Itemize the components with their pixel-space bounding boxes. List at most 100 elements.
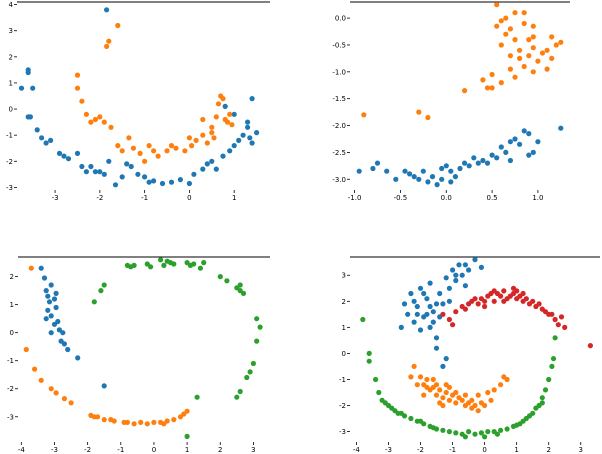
y-tick-label: 4 <box>9 1 14 9</box>
data-point <box>475 392 481 398</box>
data-point <box>539 400 545 406</box>
data-point <box>421 290 427 297</box>
data-point <box>74 72 81 78</box>
data-point <box>472 257 478 263</box>
data-point <box>466 267 472 273</box>
x-tick-label: -3 <box>385 446 392 454</box>
subplot-bottom-right: -4 -3 -2 -1 0 1 2 3 3 2 1 0 -1 -2 -3 <box>339 256 600 454</box>
data-point <box>401 413 408 419</box>
data-point <box>446 429 452 435</box>
data-point <box>448 168 454 174</box>
data-point <box>74 85 81 91</box>
x-tick-label: 3 <box>579 446 583 454</box>
data-point <box>168 179 175 185</box>
data-point <box>146 143 152 149</box>
y-tick-label: -0.5 <box>332 41 346 49</box>
x-tick-label: 3 <box>251 446 255 454</box>
data-point <box>237 282 243 288</box>
y-tick-label: 2 <box>10 273 14 281</box>
data-point <box>443 389 449 396</box>
data-point <box>452 174 458 180</box>
data-point <box>425 179 431 185</box>
data-point <box>108 417 114 423</box>
data-point <box>530 45 536 51</box>
x-tick-label: 1 <box>232 194 236 202</box>
data-point <box>65 156 72 162</box>
data-point <box>539 50 546 56</box>
data-point <box>213 114 219 120</box>
data-point <box>361 112 367 118</box>
data-point <box>43 140 49 146</box>
data-point <box>414 382 420 388</box>
data-point <box>420 168 426 174</box>
data-point <box>456 262 462 268</box>
data-point <box>544 66 550 72</box>
data-point <box>504 376 510 383</box>
data-point <box>374 160 381 166</box>
data-point <box>168 143 175 149</box>
data-point <box>398 324 404 330</box>
data-point <box>475 408 481 414</box>
data-point <box>433 392 440 398</box>
data-point <box>494 2 500 8</box>
data-point <box>462 434 468 440</box>
data-point <box>65 346 71 353</box>
data-point <box>193 137 199 143</box>
y-tick-label: 2 <box>9 53 13 61</box>
data-point <box>424 384 430 390</box>
data-point <box>526 37 532 43</box>
data-point <box>101 171 107 177</box>
data-point <box>552 316 558 323</box>
x-tick-label: 1.0 <box>532 194 543 202</box>
data-point <box>514 422 520 428</box>
series-0 <box>356 125 564 188</box>
x-tick-label: -1 <box>449 446 456 454</box>
data-point <box>440 427 446 433</box>
data-point <box>79 163 85 170</box>
data-point <box>60 330 66 336</box>
data-point <box>366 350 372 356</box>
data-point <box>530 298 536 304</box>
data-point <box>257 324 263 330</box>
data-point <box>101 383 107 389</box>
data-point <box>97 169 103 175</box>
x-tick-label: -3 <box>52 194 59 202</box>
data-point <box>553 42 559 48</box>
data-point <box>472 296 478 302</box>
x-tick-label: -1 <box>141 194 148 202</box>
x-tick-label: -4 <box>353 446 361 454</box>
data-point <box>494 431 500 437</box>
data-point <box>53 290 59 296</box>
data-point <box>417 374 424 380</box>
data-point <box>204 140 210 146</box>
data-point <box>503 31 509 37</box>
data-point <box>131 262 137 268</box>
data-point <box>485 389 491 396</box>
data-point <box>370 165 376 172</box>
data-point <box>521 10 527 16</box>
data-point <box>425 114 431 121</box>
data-point <box>382 400 388 406</box>
data-point <box>530 69 536 75</box>
x-tick-label: 0.0 <box>441 194 452 202</box>
data-point <box>466 163 472 169</box>
data-point <box>45 293 51 299</box>
y-tick-label: -1.5 <box>332 95 346 103</box>
data-point <box>484 85 491 91</box>
x-tick-label: 0 <box>482 446 486 454</box>
data-point <box>201 260 207 266</box>
data-point <box>27 114 33 120</box>
data-point <box>480 157 486 164</box>
data-point <box>43 316 49 322</box>
data-point <box>148 264 154 270</box>
data-point <box>48 386 54 392</box>
y-tick-label: 3 <box>9 27 13 35</box>
data-point <box>408 290 414 297</box>
data-point <box>430 376 436 383</box>
data-point <box>48 137 54 143</box>
series-3 <box>360 316 558 440</box>
x-tick-label: -2 <box>417 446 424 454</box>
data-point <box>485 429 491 435</box>
data-point <box>373 376 379 383</box>
data-point <box>437 387 443 393</box>
